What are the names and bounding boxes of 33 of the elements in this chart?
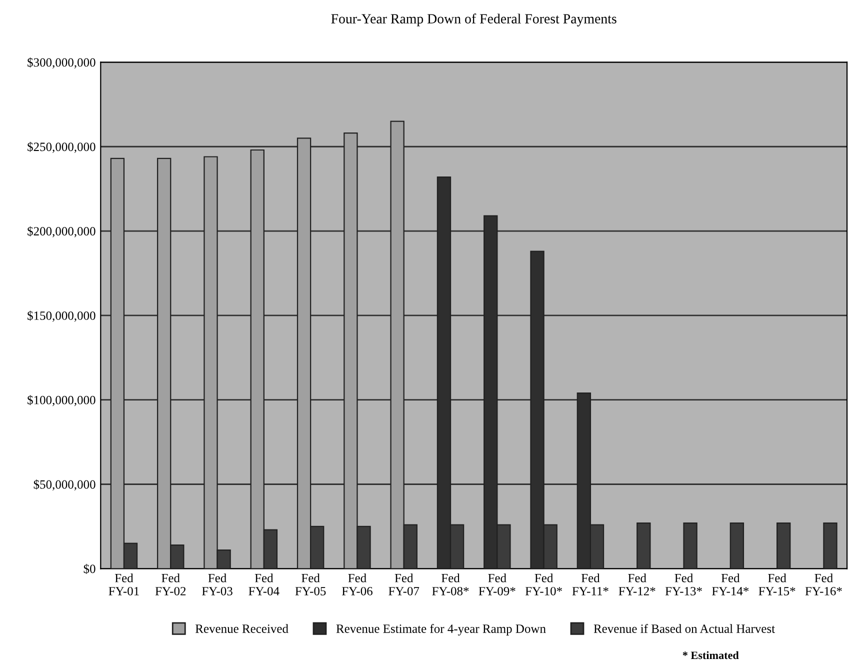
x-tick-label: Fed FY-15* [758,574,796,596]
bar [823,522,838,569]
y-tick-label: $250,000,000 [28,142,96,153]
x-tick-label: Fed FY-02 [155,574,186,596]
x-tick-label: Fed FY-10* [525,574,562,596]
legend-label: Revenue Estimate for 4-year Ramp Down [336,624,546,636]
x-tick-label: Fed FY-12* [618,574,656,596]
chart-title: Four-Year Ramp Down of Federal Forest Payments [331,14,616,26]
y-tick-label: $300,000,000 [28,58,96,68]
y-tick-label: $50,000,000 [34,480,96,491]
legend-label: Revenue if Based on Actual Harvest [594,624,775,633]
y-tick-label: $200,000,000 [28,226,96,238]
text: * Estimated [682,651,739,660]
x-tick-label: Fed FY-01 [108,574,139,596]
y-tick-label: $100,000,000 [28,395,96,406]
x-tick-label: Fed FY-09* [478,574,516,596]
x-tick-label: Fed FY-11* [572,574,608,596]
y-tick-label: $0 [84,564,96,574]
x-tick-label: Fed FY-03 [202,574,232,596]
bar [636,522,651,569]
bar [776,522,791,569]
x-tick-label: Fed FY-14* [712,574,749,596]
x-tick-label: Fed FY-08* [432,574,469,596]
legend-label: Revenue Received [195,624,288,633]
x-tick-label: Fed FY-16* [805,574,842,596]
x-tick-label: Fed FY-07 [388,574,420,596]
bar [683,522,698,569]
bar [730,522,744,569]
x-tick-label: Fed FY-13* [665,574,702,596]
x-tick-label: Fed FY-06 [342,574,372,596]
x-tick-label: Fed FY-04 [248,574,280,596]
y-tick-label: $150,000,000 [28,310,96,322]
x-tick-label: Fed FY-05 [295,574,326,596]
